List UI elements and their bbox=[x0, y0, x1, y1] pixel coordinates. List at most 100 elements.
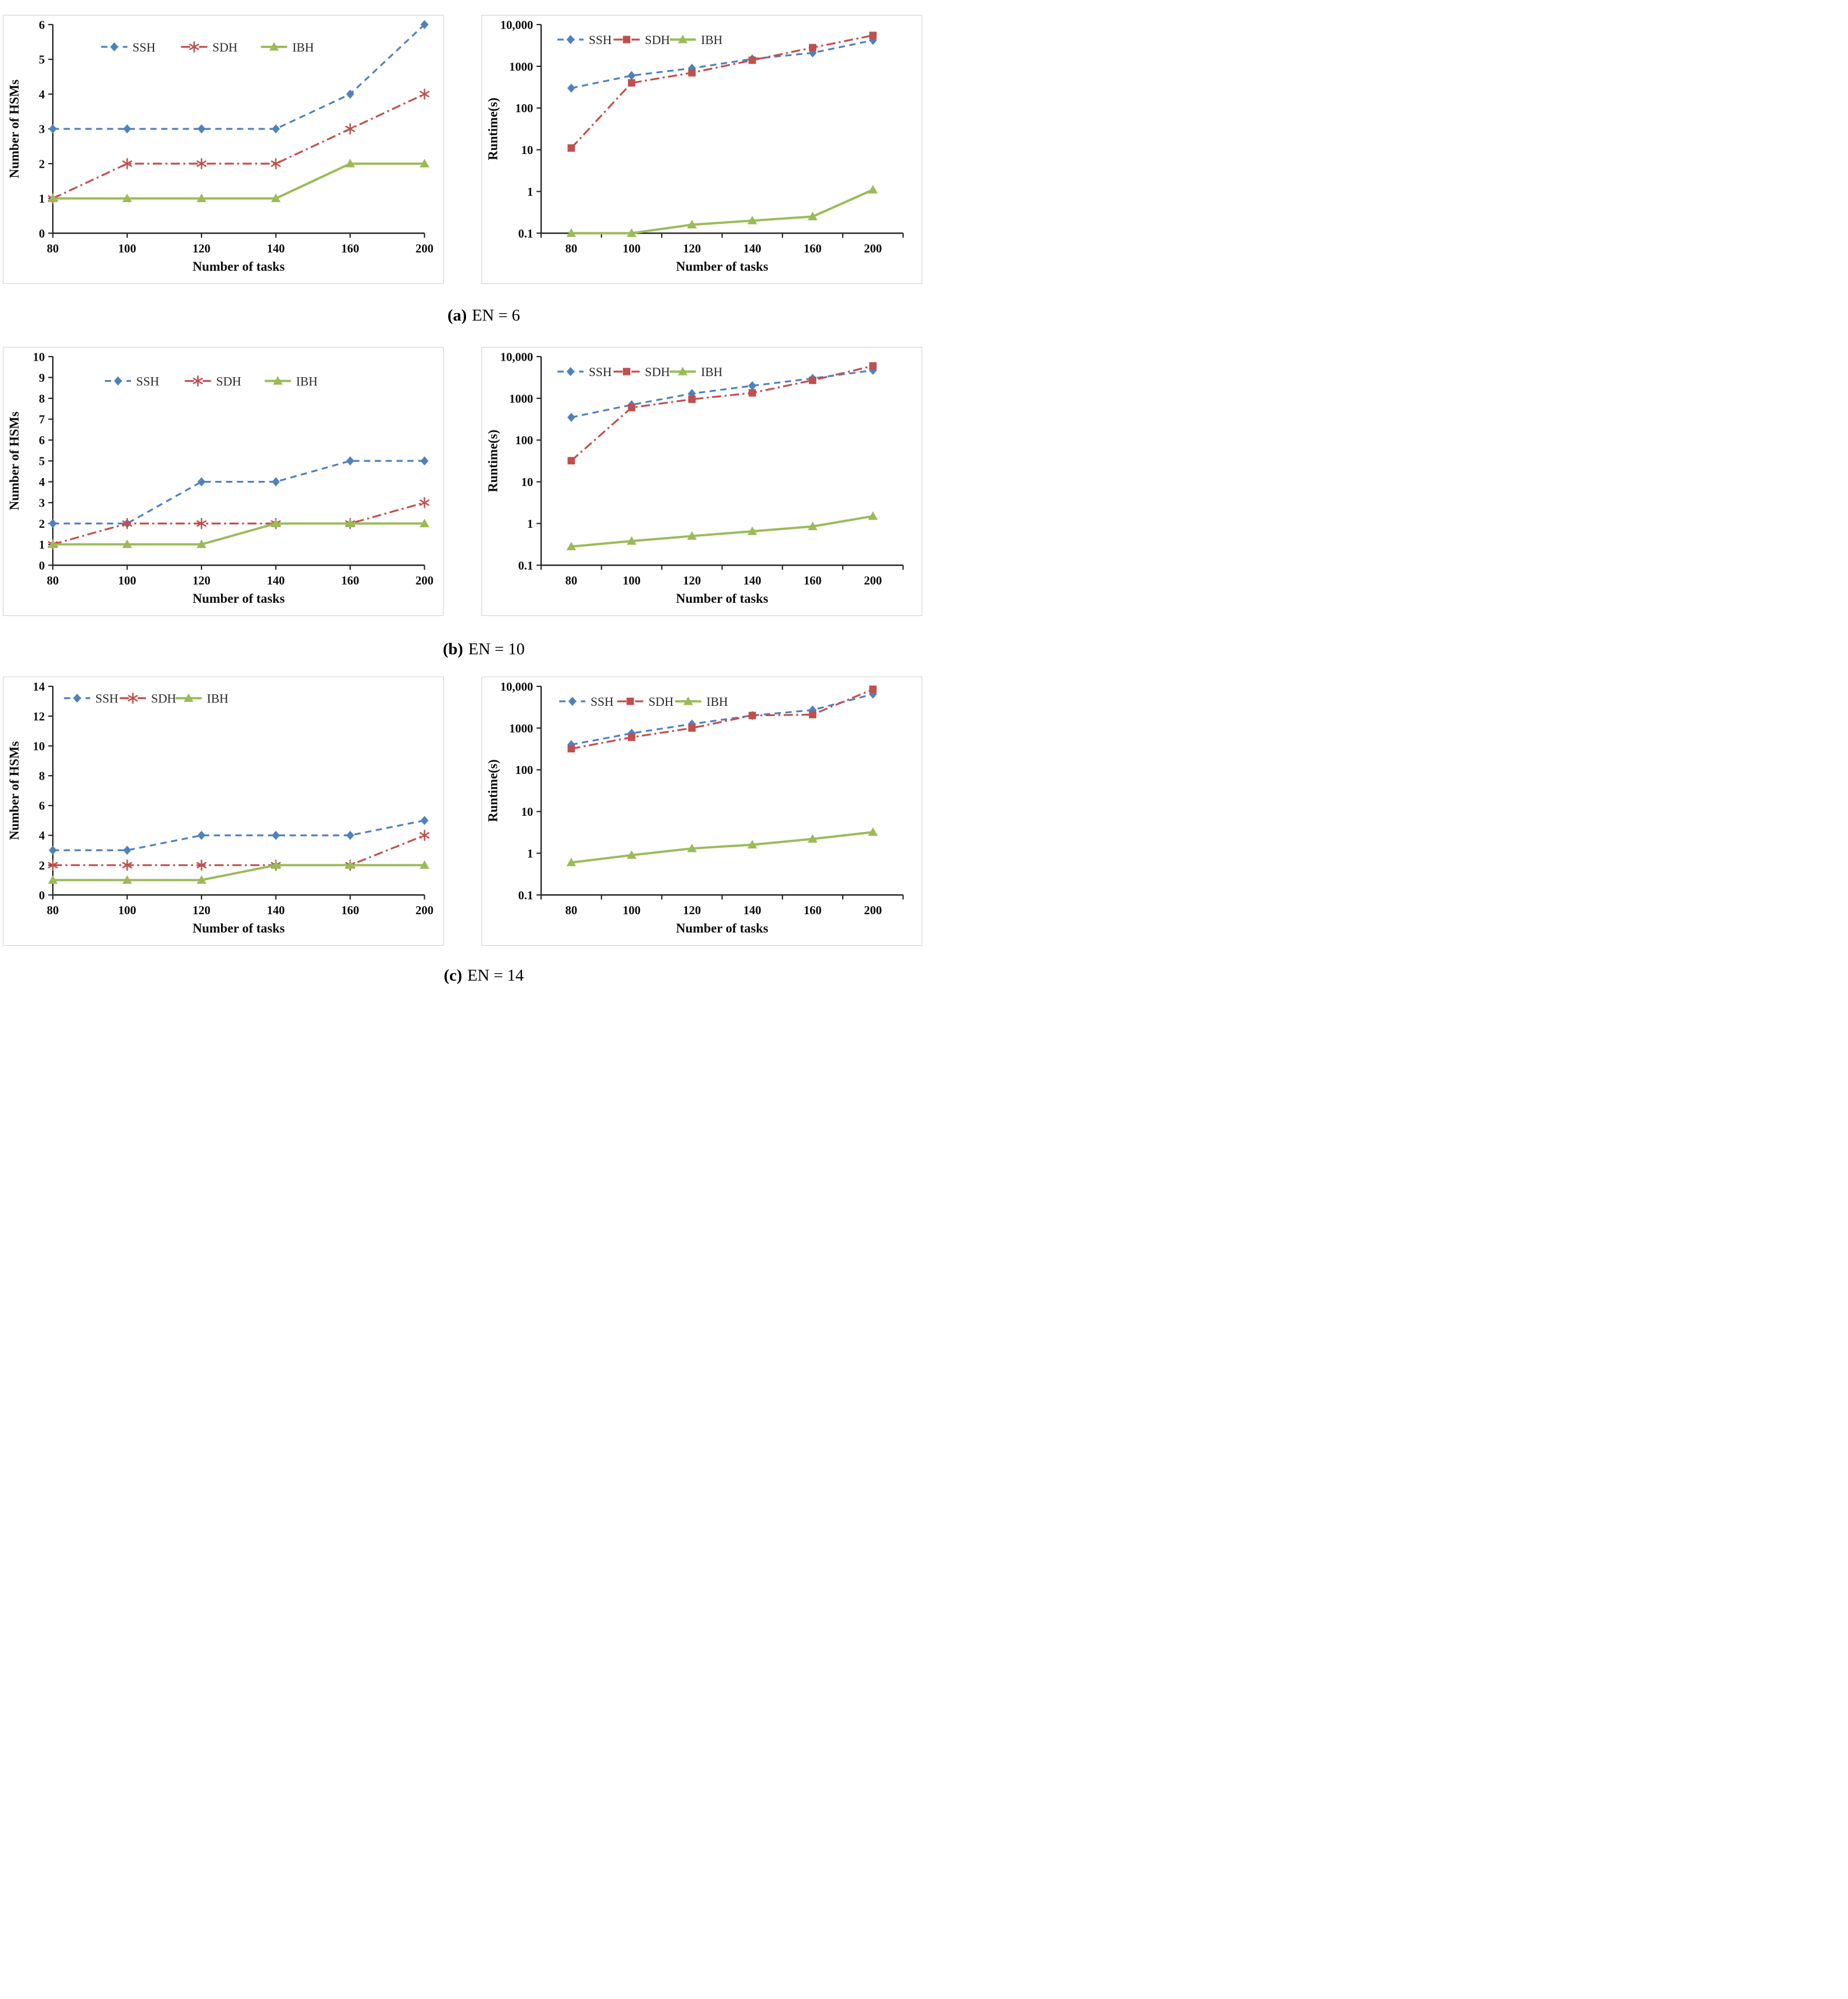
x-axis-title: Number of tasks bbox=[192, 591, 285, 606]
triangle-marker bbox=[678, 34, 688, 44]
axes: 0 1 2 3 4 5 6 7 8 9 10 80 100 120 140 160 200 bbox=[33, 350, 433, 587]
square-marker bbox=[748, 56, 756, 64]
legend-item-SDH: SDH bbox=[184, 374, 241, 388]
series-IBH bbox=[566, 511, 878, 551]
chart-c-runtime: 0.1 1 10 100 1000 10,000 80 100 120 140 160 200 Numb… bbox=[486, 679, 904, 935]
legend-item-SDH: SDH bbox=[181, 40, 238, 54]
triangle-marker bbox=[196, 193, 207, 203]
caption-b-text: EN = 10 bbox=[468, 639, 525, 658]
diamond-marker bbox=[73, 693, 81, 703]
square-marker bbox=[627, 733, 635, 741]
x-tick-label: 160 bbox=[804, 242, 822, 255]
series-line-SDH bbox=[52, 93, 425, 200]
legend-label: SDH bbox=[649, 694, 674, 709]
y-tick-label: 0 bbox=[39, 559, 45, 572]
legend-label: SSH bbox=[96, 692, 119, 706]
x-tick-label: 160 bbox=[341, 574, 359, 587]
legend-item-IBH: IBH bbox=[175, 692, 228, 706]
series-line-IBH bbox=[571, 515, 874, 548]
series-line-SSH bbox=[53, 460, 425, 525]
legend-label: SSH bbox=[136, 374, 159, 388]
triangle-marker bbox=[269, 42, 279, 51]
caption-c-label: (c) bbox=[444, 966, 463, 985]
x-tick-label: 100 bbox=[118, 574, 136, 587]
legend-item-IBH: IBH bbox=[264, 374, 318, 388]
diamond-marker bbox=[627, 71, 636, 80]
y-tick-label: 4 bbox=[39, 475, 45, 489]
square-marker bbox=[623, 368, 631, 376]
chart-a-hsms: 0 1 2 3 4 5 6 80 100 120 140 160 200 Number of tasks N… bbox=[7, 18, 434, 274]
triangle-marker bbox=[420, 860, 429, 869]
y-tick-label: 0.1 bbox=[518, 888, 533, 902]
y-tick-label: 1 bbox=[527, 185, 533, 199]
x-tick-label: 140 bbox=[743, 242, 761, 255]
triangle-marker bbox=[807, 522, 818, 531]
triangle-marker bbox=[48, 875, 58, 884]
asterisk-marker bbox=[196, 859, 207, 871]
axes: 0.1 1 10 100 1000 10,000 80 100 120 140 160 200 bbox=[500, 18, 904, 255]
square-marker bbox=[688, 724, 696, 732]
diamond-marker bbox=[123, 846, 132, 855]
row-c: 0 2 4 6 8 10 12 14 80 100 120 140 160 200 Number of ta… bbox=[0, 677, 924, 951]
x-tick-label: 140 bbox=[743, 574, 761, 587]
legend-item-SDH: SDH bbox=[120, 692, 176, 706]
y-tick-label: 100 bbox=[515, 763, 533, 777]
asterisk-marker bbox=[122, 859, 132, 871]
x-tick-label: 100 bbox=[623, 574, 641, 587]
legend-label: SSH bbox=[589, 365, 611, 379]
triangle-marker bbox=[420, 519, 429, 527]
axes: 0.1 1 10 100 1000 10,000 80 100 120 140 160 200 bbox=[500, 350, 904, 587]
y-tick-label: 1 bbox=[39, 538, 45, 551]
triangle-marker bbox=[566, 228, 576, 237]
asterisk-marker bbox=[122, 158, 132, 169]
series-line-IBH bbox=[571, 831, 874, 864]
axes: 0.1 1 10 100 1000 10,000 80 100 120 140 160 200 bbox=[500, 679, 904, 917]
series-SDH bbox=[48, 88, 430, 204]
square-marker bbox=[567, 745, 575, 753]
triangle-marker bbox=[868, 827, 878, 836]
asterisk-marker bbox=[419, 497, 430, 508]
legend-label: SDH bbox=[151, 692, 176, 706]
legend-label: SSH bbox=[589, 33, 611, 47]
triangle-marker bbox=[566, 858, 576, 867]
series-IBH bbox=[48, 519, 429, 548]
triangle-marker bbox=[678, 366, 688, 376]
triangle-marker bbox=[687, 220, 697, 228]
y-tick-label: 10,000 bbox=[500, 350, 534, 364]
y-axis-title: Runtime(s) bbox=[486, 429, 500, 492]
triangle-marker bbox=[683, 696, 693, 705]
y-tick-label: 9 bbox=[39, 371, 45, 385]
y-axis-title: Number of HSMs bbox=[7, 741, 22, 840]
series-SSH bbox=[49, 456, 429, 528]
diamond-marker bbox=[49, 846, 57, 855]
diamond-marker bbox=[567, 83, 575, 93]
triangle-marker bbox=[868, 185, 878, 193]
legend-item-SSH: SSH bbox=[557, 365, 612, 379]
y-tick-label: 0 bbox=[39, 888, 45, 902]
series-IBH bbox=[566, 185, 878, 237]
square-marker bbox=[869, 362, 877, 370]
x-axis-title: Number of tasks bbox=[676, 591, 768, 606]
asterisk-marker bbox=[193, 375, 203, 387]
legend-item-IBH: IBH bbox=[260, 40, 314, 54]
chart-b-hsms: 0 1 2 3 4 5 6 7 8 9 10 80 100 120 140 160 200 Number of t… bbox=[7, 350, 434, 606]
y-tick-label: 1000 bbox=[509, 392, 533, 405]
diamond-marker bbox=[346, 456, 354, 466]
triangle-marker bbox=[420, 159, 429, 168]
series-line-SSH bbox=[53, 23, 425, 130]
diamond-marker bbox=[748, 381, 757, 390]
series-line-SDH bbox=[570, 34, 874, 149]
asterisk-marker bbox=[189, 41, 199, 53]
square-marker bbox=[808, 44, 816, 52]
y-tick-label: 1 bbox=[39, 192, 45, 206]
asterisk-marker bbox=[345, 123, 356, 135]
triangle-marker bbox=[196, 539, 207, 548]
series-IBH bbox=[48, 860, 429, 884]
x-tick-label: 160 bbox=[341, 242, 359, 255]
x-tick-label: 200 bbox=[416, 903, 433, 917]
x-tick-label: 200 bbox=[416, 242, 433, 255]
y-axis-title: Number of HSMs bbox=[7, 80, 22, 179]
x-tick-label: 200 bbox=[864, 574, 882, 587]
asterisk-marker bbox=[196, 158, 207, 169]
triangle-marker bbox=[183, 693, 194, 702]
